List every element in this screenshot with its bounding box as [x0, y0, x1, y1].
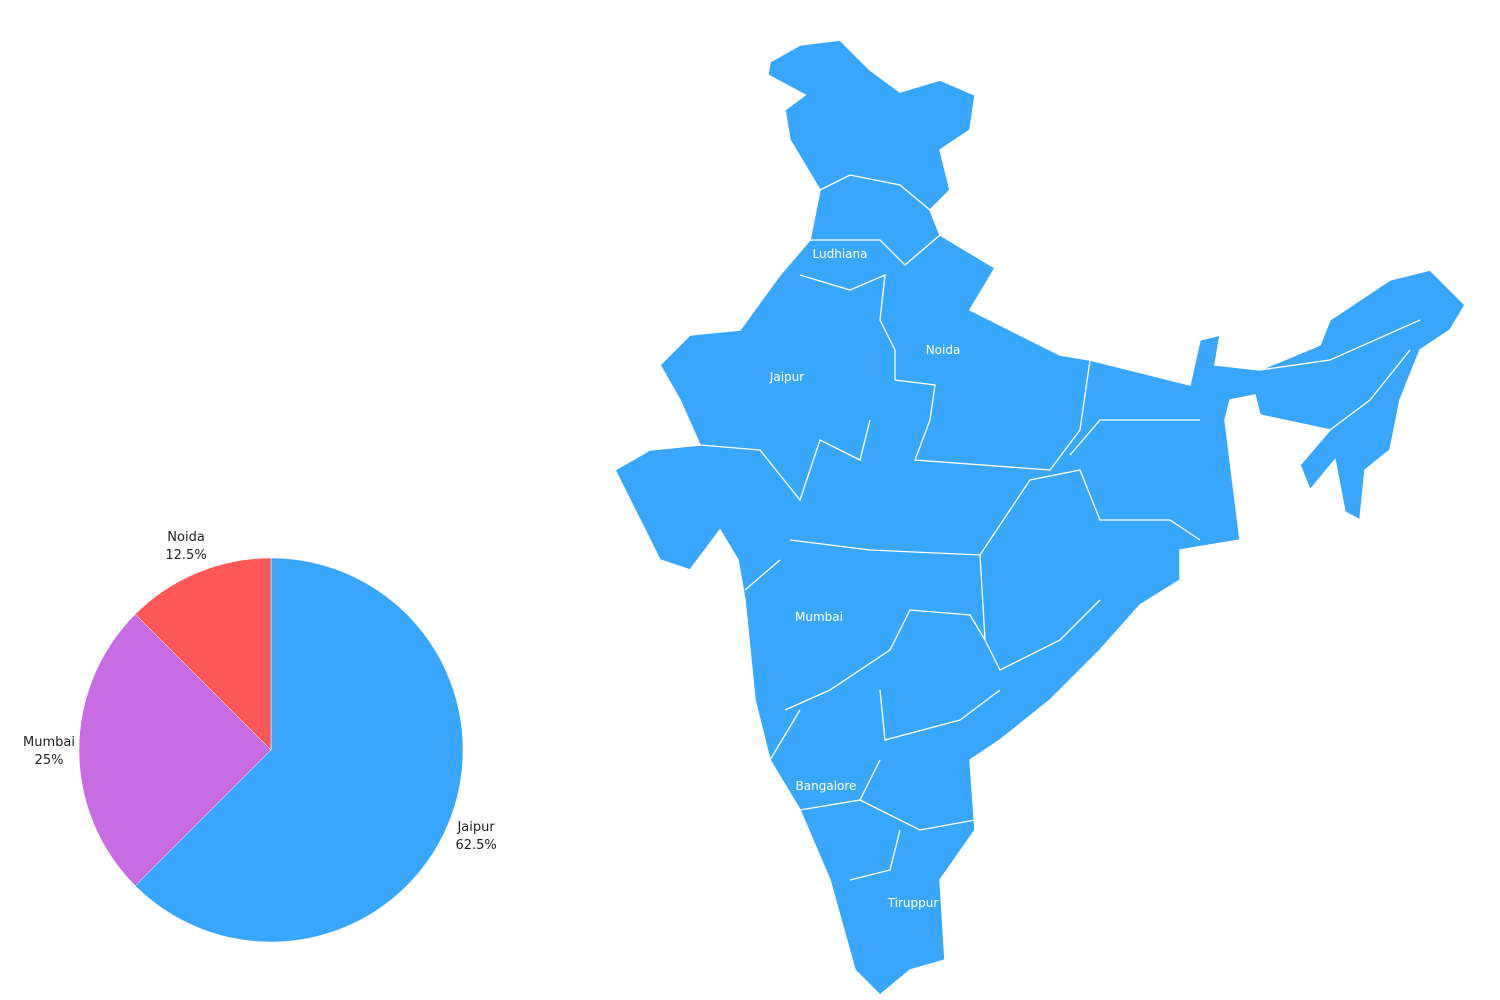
pie-label-noida: Noida 12.5% [165, 530, 206, 563]
map-label-mumbai: Mumbai [795, 610, 843, 624]
map-label-tiruppur: Tiruppur [887, 896, 939, 910]
india-map: Ludhiana Noida Jaipur Mumbai Bangalore T… [614, 39, 1466, 997]
pie-slice-jaipur[interactable] [134, 557, 464, 943]
pie-label-jaipur: Jaipur 62.5% [455, 820, 496, 853]
pie-label-mumbai: Mumbai 25% [23, 735, 75, 768]
map-label-noida: Noida [926, 343, 961, 357]
map-label-ludhiana: Ludhiana [813, 247, 868, 261]
india-outline[interactable] [614, 39, 1466, 997]
pie-chart: Jaipur 62.5% Mumbai 25% Noida 12.5% [23, 530, 497, 943]
state-borders [699, 174, 1421, 881]
pie-slice-noida[interactable] [134, 557, 272, 751]
map-label-bangalore: Bangalore [796, 779, 857, 793]
pie-slice-mumbai[interactable] [78, 613, 272, 887]
map-label-jaipur: Jaipur [769, 370, 804, 384]
